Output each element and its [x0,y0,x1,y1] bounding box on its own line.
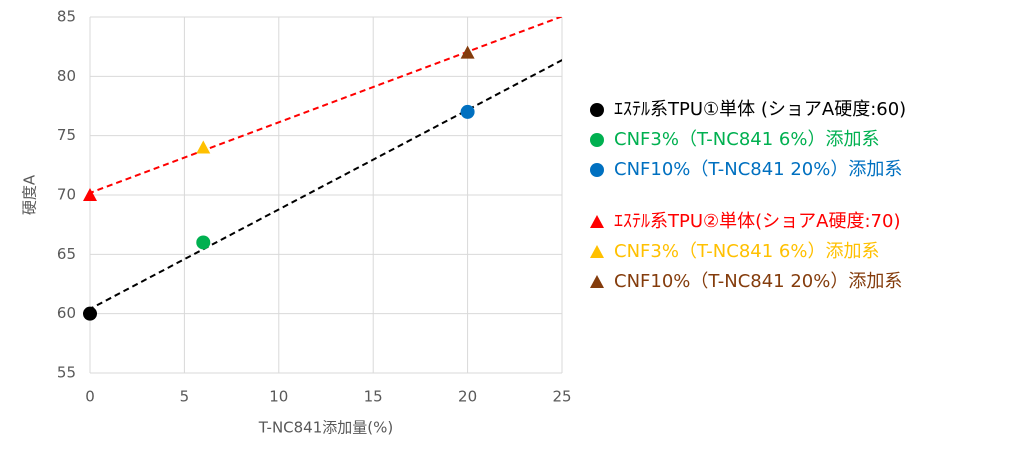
legend-entry: ｴｽﾃﾙ系TPU②単体(ショアA硬度:70) [614,211,901,232]
x-axis-label: T-NC841添加量(%) [258,419,393,437]
x-tick-label: 0 [85,388,95,406]
marker [196,140,211,154]
plot-area [90,17,562,311]
legend-marker [590,133,604,147]
x-tick-label: 25 [552,388,571,406]
marker [83,306,97,321]
marker [460,45,475,59]
marker [196,235,211,250]
legend-entry: CNF10%（T-NC841 20%）添加系 [614,159,902,180]
y-tick-label: 75 [57,126,76,144]
x-tick-label: 10 [269,388,288,406]
trendline [90,17,562,194]
y-tick-label: 55 [57,364,76,382]
legend-entry: CNF3%（T-NC841 6%）添加系 [614,241,879,262]
x-tick-label: 5 [180,388,190,406]
legend-marker [590,245,604,258]
trendline [90,59,562,311]
legend-entry: ｴｽﾃﾙ系TPU①単体 (ショアA硬度:60) [614,99,906,120]
y-tick-label: 80 [57,67,76,85]
y-tick-label: 65 [57,245,76,263]
y-axis-label: 硬度A [21,174,39,215]
y-tick-label: 70 [57,186,76,204]
y-tick-label: 85 [57,8,76,26]
legend-entry: CNF10%（T-NC841 20%）添加系 [614,271,902,292]
legend-marker [590,275,604,288]
marker [460,104,475,119]
x-tick-label: 15 [364,388,383,406]
legend-marker [590,103,604,117]
legend-entry: CNF3%（T-NC841 6%）添加系 [614,129,879,150]
marker [83,188,97,201]
legend-marker [590,215,604,228]
y-tick-label: 60 [57,304,76,322]
x-tick-label: 20 [458,388,477,406]
legend-marker [590,163,604,177]
